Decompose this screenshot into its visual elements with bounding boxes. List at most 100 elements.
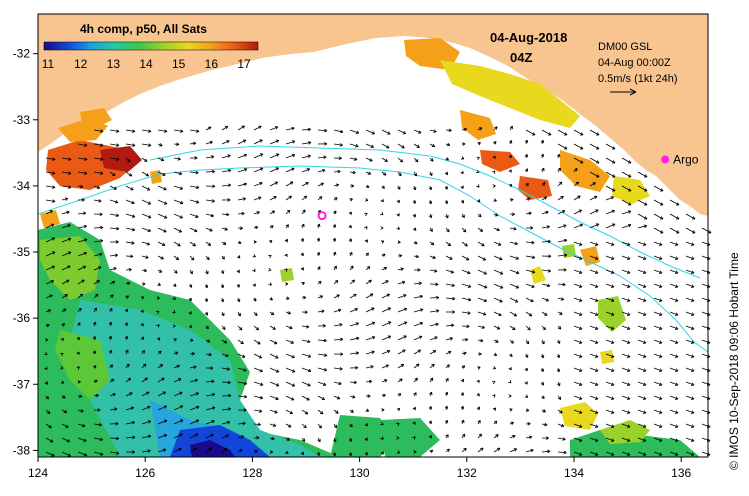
- current-arrow: [605, 437, 615, 442]
- current-arrow-head: [371, 307, 375, 311]
- current-arrow-head: [578, 340, 583, 344]
- legend-model: DM00 GSL: [598, 41, 652, 53]
- current-arrow: [93, 423, 102, 426]
- current-arrow: [333, 381, 342, 385]
- current-arrow: [589, 223, 600, 229]
- current-arrow-head: [413, 227, 417, 231]
- current-arrow-head: [364, 422, 369, 427]
- current-arrow-head: [79, 293, 84, 297]
- current-arrow: [701, 451, 711, 456]
- current-arrow: [605, 325, 615, 330]
- current-arrow: [157, 377, 165, 383]
- current-arrow-head: [108, 321, 113, 326]
- current-arrow-head: [50, 279, 55, 284]
- current-arrow: [285, 140, 296, 145]
- current-arrow-head: [476, 156, 480, 160]
- current-arrow: [509, 297, 519, 303]
- current-arrow-head: [548, 254, 552, 259]
- current-arrow-head: [463, 351, 467, 356]
- current-arrow: [685, 339, 695, 344]
- current-arrow-head: [563, 132, 568, 136]
- current-arrow-head: [173, 338, 177, 342]
- current-arrow-head: [398, 172, 402, 177]
- current-arrow-head: [194, 433, 199, 437]
- current-arrow: [221, 339, 227, 344]
- current-arrow-head: [492, 184, 496, 188]
- current-arrow: [221, 169, 232, 173]
- current-arrow: [541, 226, 550, 229]
- current-arrow-head: [578, 424, 583, 428]
- current-arrow-head: [432, 255, 436, 259]
- current-arrow: [349, 265, 354, 271]
- current-arrow-head: [557, 167, 561, 172]
- current-arrow-head: [627, 202, 632, 206]
- current-arrow-head: [642, 368, 647, 372]
- current-arrow: [109, 281, 115, 285]
- current-arrow: [141, 213, 152, 219]
- current-arrow-head: [642, 298, 647, 302]
- current-arrow-head: [477, 366, 481, 370]
- current-arrow-head: [512, 326, 516, 331]
- current-arrow: [621, 381, 631, 386]
- current-arrow-head: [674, 270, 679, 274]
- current-arrow-head: [460, 170, 464, 175]
- current-arrow-head: [364, 226, 368, 230]
- current-arrow-head: [62, 308, 67, 312]
- current-arrow: [157, 129, 168, 132]
- current-arrow: [253, 367, 263, 372]
- current-arrow: [653, 437, 663, 442]
- current-arrow: [269, 210, 275, 215]
- current-arrow-head: [556, 368, 561, 373]
- current-arrow: [621, 241, 631, 246]
- current-arrow-head: [690, 270, 695, 274]
- current-arrow-head: [499, 285, 504, 289]
- current-arrow: [45, 280, 54, 285]
- current-arrow-head: [163, 433, 168, 438]
- current-arrow-head: [44, 381, 48, 385]
- current-arrow-head: [560, 297, 565, 301]
- current-arrow: [141, 420, 152, 425]
- current-arrow-head: [336, 396, 341, 400]
- current-arrow-head: [301, 223, 305, 228]
- current-arrow-head: [284, 268, 288, 272]
- current-arrow-head: [399, 159, 404, 163]
- current-arrow-head: [161, 377, 165, 381]
- current-arrow: [557, 423, 565, 427]
- current-arrow-head: [290, 340, 294, 344]
- current-arrow-head: [204, 312, 209, 316]
- current-arrow-head: [595, 223, 600, 227]
- current-arrow-head: [510, 198, 514, 202]
- current-arrow: [621, 339, 631, 344]
- current-arrow: [653, 353, 663, 358]
- current-arrow-head: [96, 185, 101, 189]
- current-arrow-head: [579, 146, 584, 150]
- current-arrow-head: [481, 243, 485, 247]
- current-arrow: [589, 157, 600, 164]
- current-arrow: [589, 195, 598, 201]
- current-arrow-head: [243, 168, 248, 172]
- current-arrow-head: [259, 368, 263, 373]
- current-arrow-head: [147, 215, 152, 219]
- current-arrow-head: [494, 126, 498, 130]
- current-arrow-head: [461, 214, 465, 219]
- current-arrow-head: [291, 140, 296, 144]
- legend-scale-arrow: [610, 88, 637, 96]
- current-arrow-head: [498, 312, 502, 317]
- current-arrow-head: [610, 438, 615, 442]
- current-arrow: [45, 157, 56, 160]
- current-arrow-head: [675, 230, 680, 234]
- colorbar-tick-label: 15: [172, 57, 186, 71]
- current-arrow-head: [556, 153, 561, 158]
- current-arrow-head: [44, 351, 48, 356]
- current-arrow-head: [611, 223, 616, 227]
- current-arrow: [701, 395, 711, 400]
- current-arrow-head: [140, 323, 144, 327]
- current-arrow: [221, 184, 231, 187]
- current-arrow-head: [290, 397, 295, 401]
- current-arrow: [541, 325, 546, 331]
- current-arrow-head: [515, 285, 520, 289]
- current-arrow-head: [461, 433, 466, 438]
- current-arrow-head: [319, 295, 324, 299]
- current-arrow-head: [243, 368, 247, 372]
- current-arrow-head: [626, 382, 631, 386]
